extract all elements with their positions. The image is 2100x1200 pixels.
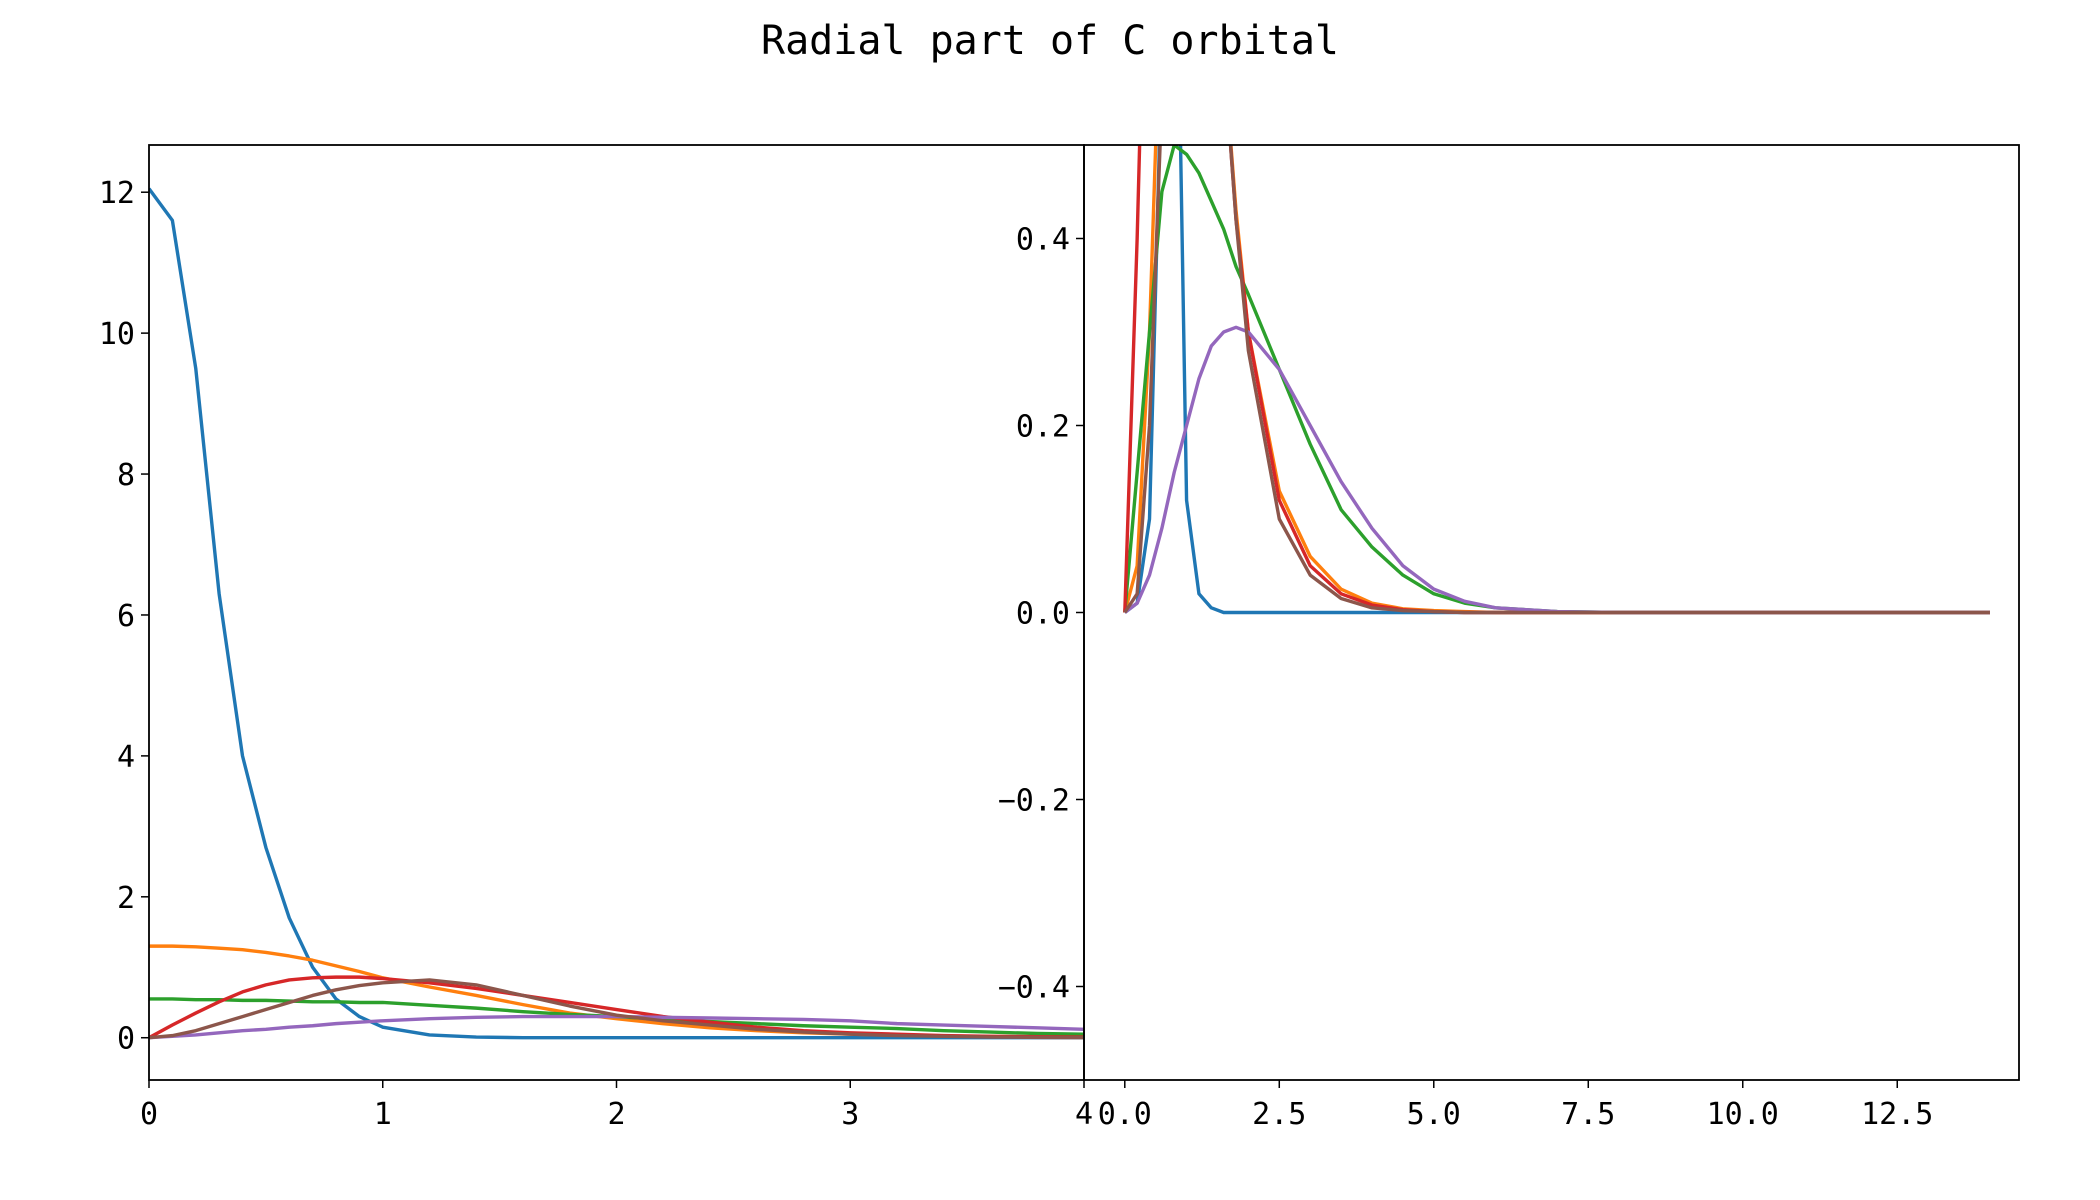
x-tick-label: 7.5 — [1561, 1097, 1615, 1132]
x-tick-label: 2 — [607, 1097, 625, 1132]
data-line — [1123, 145, 1990, 615]
y-tick-label: 2 — [117, 881, 135, 916]
x-tick-label: 5.0 — [1407, 1097, 1461, 1132]
x-tick-label: 2.5 — [1252, 1097, 1306, 1132]
plot-area — [149, 187, 1084, 1040]
y-tick-label: 12 — [99, 176, 135, 211]
x-tick-label: 1 — [374, 1097, 392, 1132]
x-tick-label: 4 — [1075, 1097, 1093, 1132]
y-tick-label: 0 — [117, 1022, 135, 1057]
y-tick-label: −0.4 — [998, 971, 1070, 1006]
axes-frame — [148, 144, 1085, 1081]
y-tick-label: 0.4 — [1016, 223, 1070, 258]
y-tick-label: −0.2 — [998, 784, 1070, 819]
axes: 0.0 2.5 5.0 7.5 10.0 12.5 −0.4 −0.2 0.0 0.2 0.4 — [998, 144, 2020, 1132]
y-tick-label: 6 — [117, 599, 135, 634]
data-line — [149, 978, 1084, 1040]
data-line — [149, 997, 1084, 1036]
x-tick-label: 10.0 — [1707, 1097, 1779, 1132]
y-tick-label: 8 — [117, 458, 135, 493]
x-tick-label: 0.0 — [1098, 1097, 1152, 1132]
y-tick-label: 0.0 — [1016, 597, 1070, 632]
y-tick-label: 10 — [99, 317, 135, 352]
x-tick-label: 12.5 — [1861, 1097, 1933, 1132]
y-tick-label: 4 — [117, 740, 135, 775]
figure-title: Radial part of C orbital — [761, 18, 1339, 64]
y-tick-label: 0.2 — [1016, 410, 1070, 445]
data-line — [149, 187, 1084, 1040]
data-line — [149, 1014, 1084, 1040]
x-tick-label: 3 — [841, 1097, 859, 1132]
plot-area — [1123, 145, 1990, 615]
x-tick-label: 0 — [140, 1097, 158, 1132]
